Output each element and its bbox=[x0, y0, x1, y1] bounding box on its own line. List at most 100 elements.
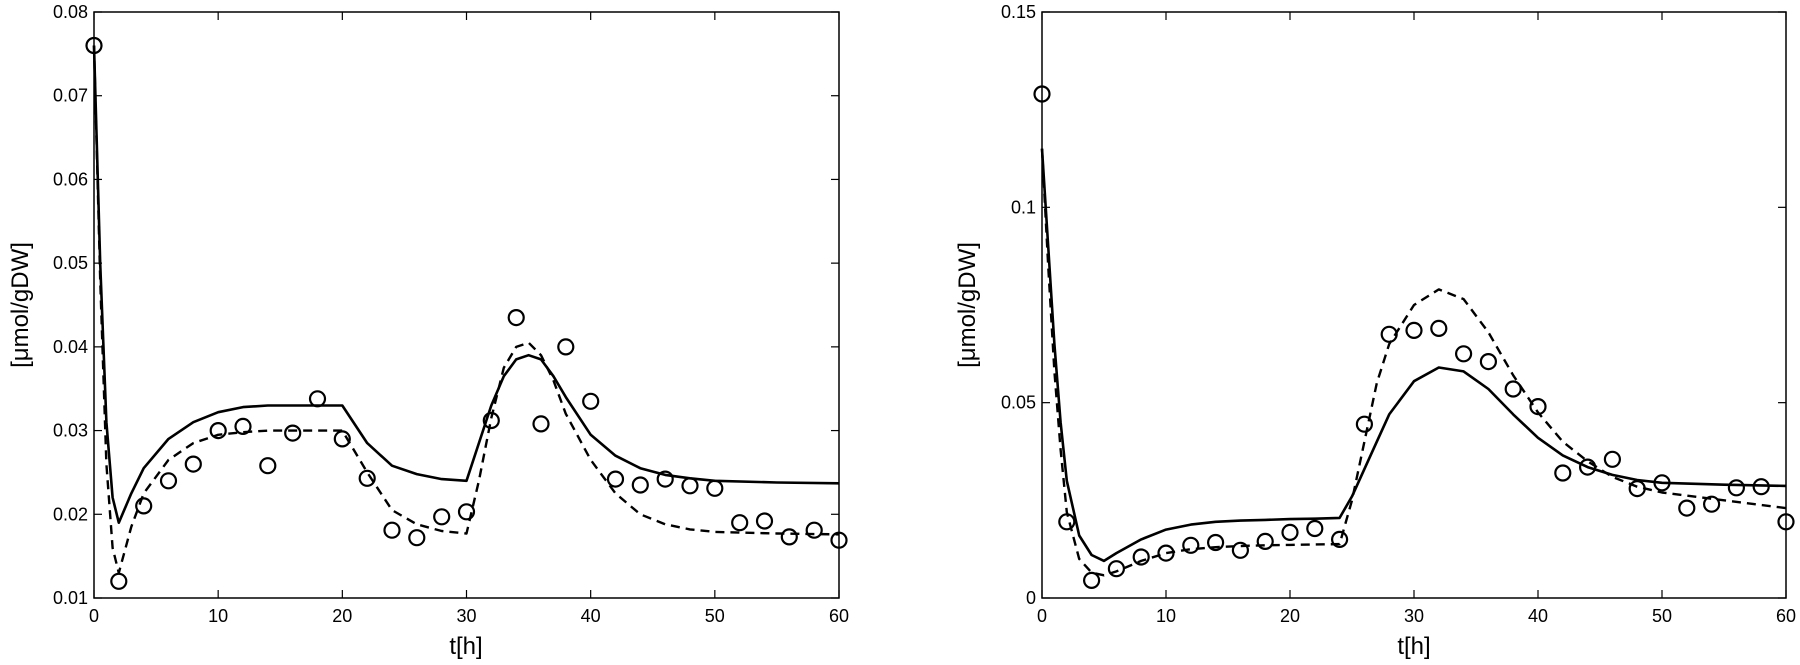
data-point-marker bbox=[358, 469, 376, 487]
data-point-marker bbox=[1231, 541, 1250, 559]
data-layer-right bbox=[1033, 85, 1795, 590]
data-point-marker bbox=[656, 470, 674, 488]
data-point-marker bbox=[408, 529, 426, 547]
data-point-marker bbox=[433, 508, 451, 526]
data-point-marker bbox=[1380, 325, 1398, 343]
data-point-marker bbox=[1578, 458, 1597, 476]
data-point-marker bbox=[606, 470, 625, 488]
y-tick-label: 0.06 bbox=[53, 169, 88, 189]
y-tick-label: 0.03 bbox=[53, 421, 88, 441]
data-point-marker bbox=[1678, 499, 1696, 517]
data-point-marker bbox=[1355, 415, 1374, 433]
x-tick-labels-right: 0 10 20 30 40 50 60 bbox=[1037, 606, 1796, 626]
data-point-marker bbox=[1132, 548, 1150, 566]
data-point-marker bbox=[1727, 479, 1746, 497]
data-point-marker bbox=[706, 479, 724, 497]
data-point-marker bbox=[1306, 519, 1324, 538]
data-point-marker bbox=[482, 411, 500, 430]
data-point-marker bbox=[1479, 353, 1498, 371]
data-point-marker bbox=[1058, 513, 1076, 531]
data-point-marker bbox=[681, 477, 699, 495]
x-tick-labels-left: 0 10 20 30 40 50 60 bbox=[89, 606, 849, 626]
y-tick-labels-right: 0 0.05 0.1 0.15 bbox=[1001, 2, 1036, 608]
data-point-marker bbox=[284, 424, 302, 442]
data-point-marker bbox=[507, 309, 525, 327]
series-line-dashed bbox=[1040, 148, 1787, 577]
data-point-marker bbox=[532, 415, 550, 433]
plot-area-left bbox=[85, 11, 848, 599]
y-tick-label: 0.01 bbox=[53, 588, 88, 608]
y-tick-label: 0 bbox=[1026, 588, 1036, 608]
y-tick-label: 0.04 bbox=[53, 337, 88, 357]
x-tick-label: 0 bbox=[89, 606, 99, 626]
series-line-solid bbox=[92, 45, 840, 525]
x-tick-label: 20 bbox=[332, 606, 352, 626]
data-point-marker bbox=[159, 472, 178, 490]
x-tick-label: 20 bbox=[1280, 606, 1300, 626]
series-line-solid bbox=[1040, 148, 1787, 563]
y-tick-label: 0.05 bbox=[1001, 393, 1036, 413]
x-axis-label-left: t[h] bbox=[449, 633, 482, 660]
plot-area-right bbox=[1033, 11, 1795, 599]
data-point-marker bbox=[805, 521, 823, 539]
x-tick-label: 50 bbox=[705, 606, 725, 626]
data-point-marker bbox=[1752, 478, 1770, 496]
data-point-marker bbox=[582, 392, 600, 410]
data-point-marker bbox=[731, 514, 749, 532]
x-tick-label: 50 bbox=[1652, 606, 1672, 626]
data-point-marker bbox=[1281, 523, 1299, 542]
tick-marks-left bbox=[93, 11, 840, 599]
y-tick-label: 0.15 bbox=[1001, 2, 1036, 22]
data-point-marker bbox=[1082, 571, 1101, 590]
data-point-marker bbox=[1182, 536, 1200, 554]
data-point-marker bbox=[1653, 474, 1671, 492]
y-tick-label: 0.05 bbox=[53, 253, 88, 273]
data-point-marker bbox=[209, 422, 227, 440]
x-tick-label: 0 bbox=[1037, 606, 1047, 626]
x-tick-label: 30 bbox=[1404, 606, 1424, 626]
data-point-marker bbox=[184, 455, 202, 473]
y-axis-label-left: [μmol/gDW] bbox=[7, 242, 34, 368]
x-tick-label: 40 bbox=[1528, 606, 1548, 626]
x-tick-label: 10 bbox=[1156, 606, 1176, 626]
y-tick-label: 0.07 bbox=[53, 86, 88, 106]
x-tick-label: 60 bbox=[1776, 606, 1796, 626]
data-point-marker bbox=[1628, 480, 1646, 498]
data-point-marker bbox=[234, 417, 252, 435]
data-point-marker bbox=[259, 457, 277, 475]
data-point-marker bbox=[1107, 560, 1126, 578]
data-point-marker bbox=[135, 497, 153, 515]
y-tick-labels-left: 0.01 0.02 0.03 0.04 0.05 0.06 0.07 0.08 bbox=[53, 2, 88, 608]
data-point-marker bbox=[1405, 321, 1423, 339]
y-tick-label: 0.02 bbox=[53, 504, 88, 524]
data-point-marker bbox=[780, 528, 798, 546]
data-point-marker bbox=[557, 338, 575, 356]
data-point-marker bbox=[383, 521, 401, 539]
data-point-marker bbox=[1157, 544, 1175, 562]
tick-marks-right bbox=[1041, 11, 1787, 599]
data-point-marker bbox=[1430, 319, 1448, 337]
y-axis-label-right: [μmol/gDW] bbox=[954, 242, 981, 368]
data-point-marker bbox=[1603, 450, 1622, 468]
data-point-marker bbox=[333, 430, 351, 448]
data-point-marker bbox=[308, 390, 327, 408]
x-tick-label: 40 bbox=[581, 606, 601, 626]
data-point-marker bbox=[1330, 530, 1349, 549]
data-point-marker bbox=[1529, 398, 1547, 416]
data-point-marker bbox=[1454, 345, 1473, 363]
data-point-marker bbox=[1256, 532, 1274, 551]
data-point-marker bbox=[1702, 495, 1721, 513]
x-axis-label-right: t[h] bbox=[1397, 633, 1430, 660]
x-tick-label: 60 bbox=[829, 606, 849, 626]
x-tick-label: 10 bbox=[208, 606, 228, 626]
y-tick-label: 0.1 bbox=[1011, 197, 1036, 217]
data-point-marker bbox=[631, 476, 649, 494]
data-point-marker bbox=[110, 572, 128, 590]
y-tick-label: 0.08 bbox=[53, 2, 88, 22]
plot-panel-right: 0 10 20 30 40 50 60 0 0.05 0.1 0.15 t[h]… bbox=[954, 2, 1796, 660]
data-point-marker bbox=[1504, 380, 1522, 398]
plot-panel-left: 0 10 20 30 40 50 60 0.01 0.02 0.03 0.04 … bbox=[7, 2, 849, 660]
data-point-marker bbox=[1554, 464, 1572, 482]
data-point-marker bbox=[1206, 533, 1225, 552]
